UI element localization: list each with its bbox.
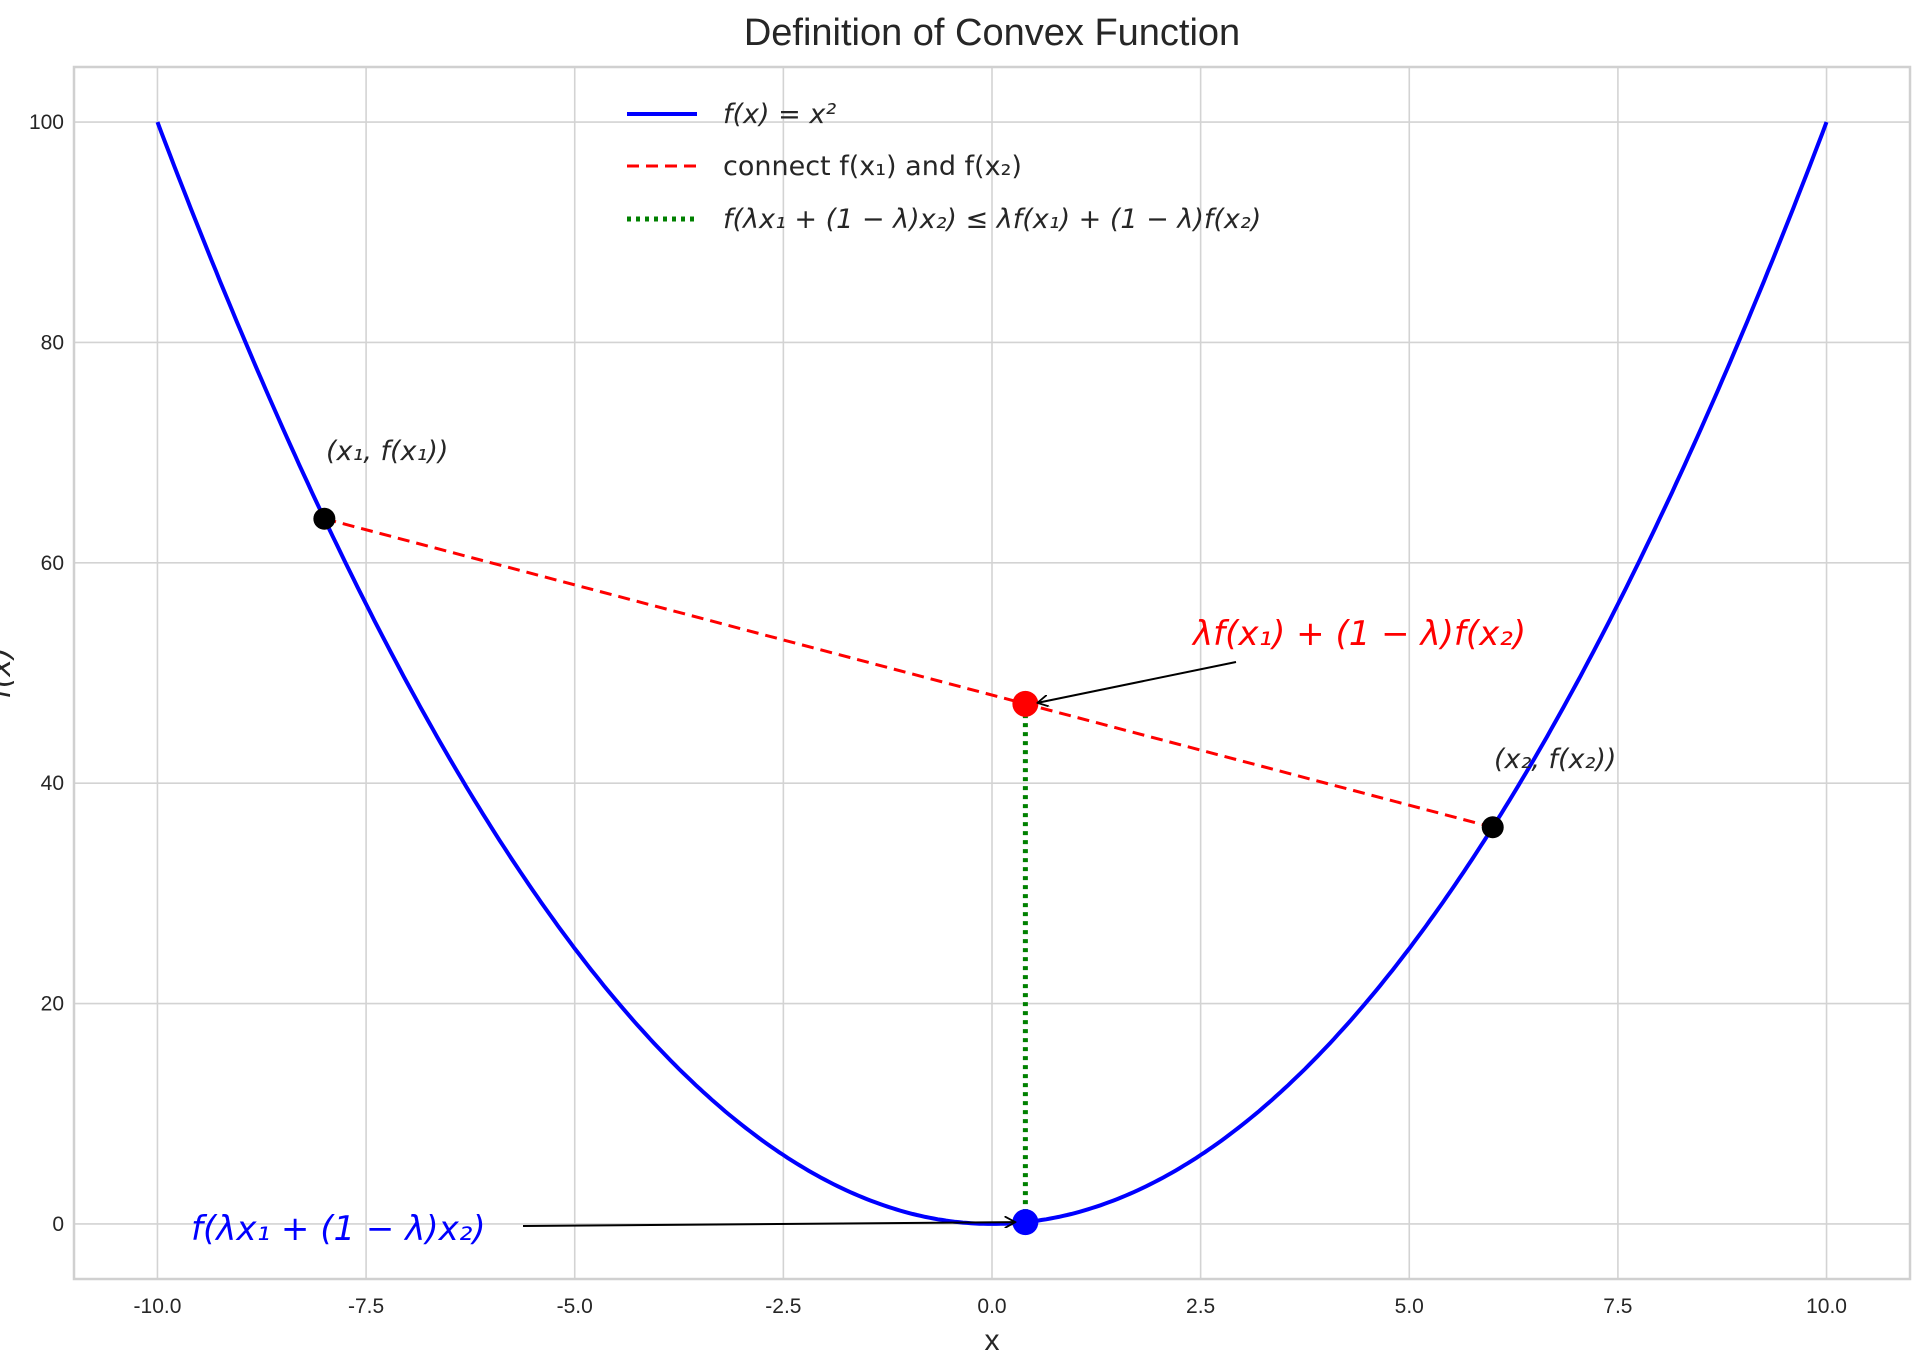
x-axis-label: x <box>985 1324 1000 1357</box>
x-tick-label: -7.5 <box>348 1295 384 1318</box>
y-tick-label: 100 <box>29 111 64 134</box>
legend-label: connect f(x₁) and f(x₂) <box>723 151 1022 182</box>
chart-title: Definition of Convex Function <box>744 12 1240 54</box>
annotation-chord-value: λf(x₁) + (1 − λ)f(x₂) <box>1191 614 1526 654</box>
grid <box>74 67 1910 1279</box>
legend-label: f(λx₁ + (1 − λ)x₂) ≤ λf(x₁) + (1 − λ)f(x… <box>723 204 1261 235</box>
tick-labels: -10.0 -7.5 -5.0 -2.5 0.0 2.5 5.0 7.5 10.0 0 20 40 60… <box>29 111 1847 1318</box>
data-point <box>1481 816 1504 839</box>
x-tick-label: -10.0 <box>134 1295 182 1318</box>
x-tick-label: 10.0 <box>1806 1295 1847 1318</box>
x-tick-label: 2.5 <box>1186 1295 1215 1318</box>
x-tick-label: -5.0 <box>557 1295 593 1318</box>
y-axis-label: f(x) <box>0 647 18 699</box>
y-tick-label: 0 <box>52 1213 64 1236</box>
annotations: (x₁, f(x₁)) (x₂, f(x₂)) λf(x₁) + (1 − λ)f(… <box>191 436 1616 1249</box>
data-point <box>313 507 336 530</box>
annotation-arrow <box>522 1222 1015 1226</box>
series-solid-line <box>155 121 1829 1226</box>
y-tick-label: 20 <box>41 993 64 1016</box>
x-tick-label: 7.5 <box>1603 1295 1632 1318</box>
y-tick-label: 80 <box>41 331 64 354</box>
plot-frame <box>72 65 1912 1281</box>
x-tick-label: 5.0 <box>1395 1295 1424 1318</box>
point-label-x2: (x₂, f(x₂)) <box>1494 744 1616 775</box>
x-tick-label: -2.5 <box>765 1295 801 1318</box>
data-point <box>1012 690 1039 717</box>
point-label-x1: (x₁, f(x₁)) <box>326 436 448 467</box>
series-dashed-line <box>323 517 1494 829</box>
legend: f(x) = x² connect f(x₁) and f(x₂) f(λx₁ + … <box>627 99 1261 235</box>
y-tick-label: 60 <box>41 552 64 575</box>
legend-label: f(x) = x² <box>723 99 836 130</box>
data-point <box>1012 1209 1039 1236</box>
annotation-arrow <box>1037 661 1237 703</box>
annotation-function-value: f(λx₁ + (1 − λ)x₂) <box>191 1209 486 1249</box>
x-tick-label: 0.0 <box>977 1295 1006 1318</box>
series <box>155 121 1829 1236</box>
y-tick-label: 40 <box>41 772 64 795</box>
